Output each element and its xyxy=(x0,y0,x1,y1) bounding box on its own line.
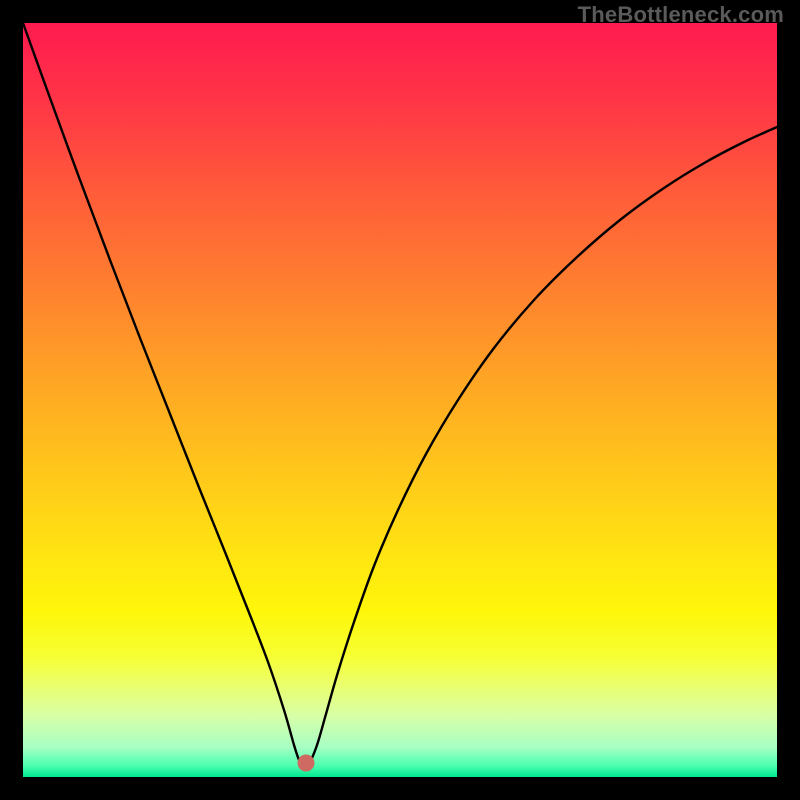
gradient-background xyxy=(23,23,777,777)
chart-container: TheBottleneck.com xyxy=(0,0,800,800)
optimal-point-marker xyxy=(298,755,315,772)
bottleneck-chart xyxy=(0,0,800,800)
